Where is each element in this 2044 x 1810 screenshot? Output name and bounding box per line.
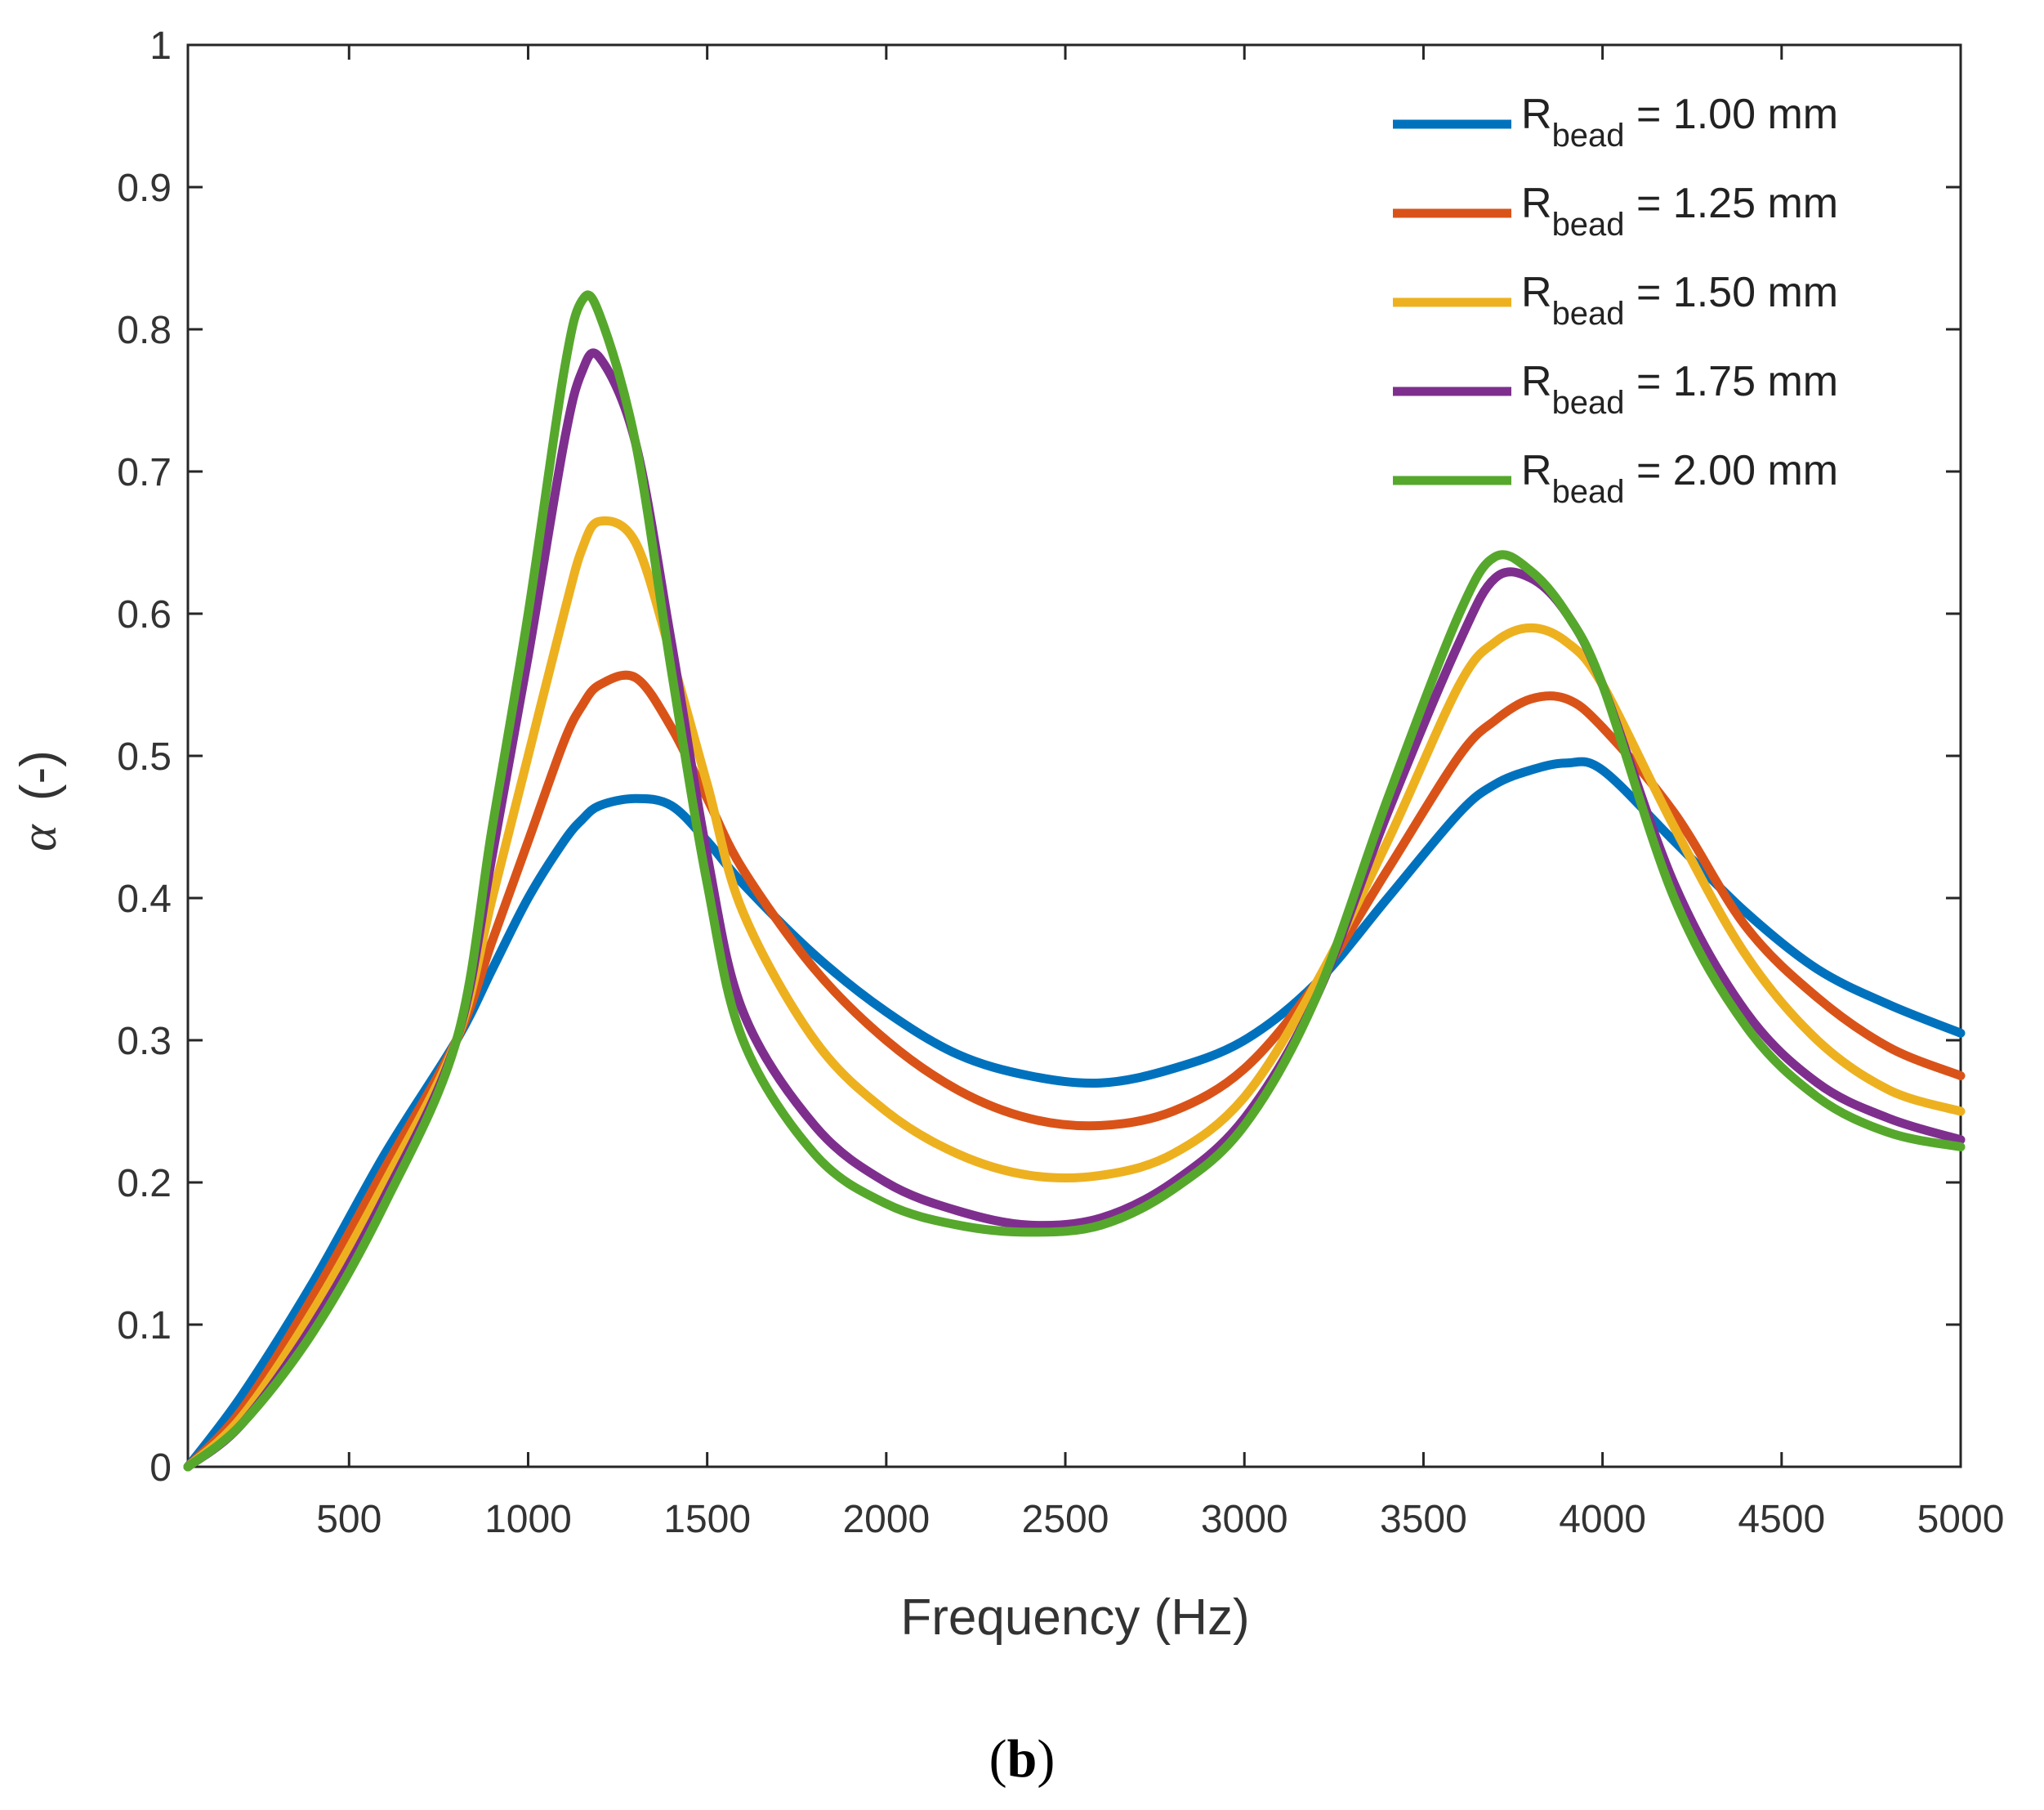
legend-label-3: Rbead = 1.50 mm (1521, 269, 1838, 332)
y-tick-label: 0.4 (117, 878, 172, 921)
y-tick-label: 0 (150, 1446, 172, 1490)
figure-caption: (b) (0, 1728, 2044, 1790)
y-tick-label: 1 (150, 25, 172, 68)
series-line-3 (183, 516, 1966, 1472)
legend-value: = 1.00 mm (1625, 91, 1839, 138)
legend-label-2: Rbead = 1.25 mm (1521, 180, 1838, 243)
y-tick-label: 0.7 (117, 451, 172, 494)
legend-symbol: R (1521, 269, 1552, 316)
legend-value: = 1.25 mm (1625, 180, 1839, 227)
legend-value: = 2.00 mm (1625, 447, 1839, 494)
legend-value: = 1.50 mm (1625, 269, 1839, 316)
legend-subscript: bead (1552, 296, 1625, 332)
x-tick-label: 3500 (1380, 1498, 1467, 1541)
legend-label-1: Rbead = 1.00 mm (1521, 91, 1838, 154)
series-line-5 (183, 290, 1966, 1472)
y-tick-label: 0.2 (117, 1162, 172, 1205)
plot-frame (186, 43, 1962, 1468)
legend-value: = 1.75 mm (1625, 358, 1839, 405)
caption-letter: b (1006, 1729, 1038, 1789)
legend-label-5: Rbead = 2.00 mm (1521, 447, 1838, 510)
y-axis-unit: (-) (11, 750, 67, 801)
y-tick-label: 0.9 (117, 167, 172, 210)
x-tick-label: 2000 (842, 1498, 930, 1541)
series-line-4 (183, 348, 1966, 1472)
legend-symbol: R (1521, 358, 1552, 405)
legend-symbol: R (1521, 91, 1552, 138)
legend-subscript: bead (1552, 118, 1625, 154)
y-axis-title: α (-) (11, 750, 67, 851)
axes-frame (186, 43, 1962, 1468)
x-axis-title: Frequency (Hz) (900, 1589, 1249, 1646)
x-tick-label: 1000 (484, 1498, 572, 1541)
y-tick-label: 0.1 (117, 1304, 172, 1347)
legend-symbol: R (1521, 180, 1552, 227)
caption-open: ( (989, 1729, 1007, 1789)
x-tick-label: 4500 (1738, 1498, 1825, 1541)
legend-subscript: bead (1552, 385, 1625, 421)
legend-label-4: Rbead = 1.75 mm (1521, 358, 1838, 421)
x-tick-label: 500 (316, 1498, 382, 1541)
y-tick-label: 0.6 (117, 593, 172, 637)
y-tick-label: 0.5 (117, 735, 172, 779)
series-lines (183, 290, 1966, 1472)
y-axis-symbol: α (11, 824, 67, 851)
x-tick-label: 4000 (1559, 1498, 1646, 1541)
series-line-2 (183, 670, 1966, 1472)
legend-subscript: bead (1552, 474, 1625, 510)
legend-symbol: R (1521, 447, 1552, 494)
y-tick-label: 0.8 (117, 309, 172, 352)
x-tick-label: 1500 (663, 1498, 751, 1541)
x-tick-label: 5000 (1917, 1498, 2005, 1541)
y-tick-label: 0.3 (117, 1020, 172, 1063)
legend-subscript: bead (1552, 207, 1625, 243)
tick-labels: 500 1000 1500 2000 2500 3000 3500 4000 4500 5000 0… (117, 25, 2004, 1541)
caption-close: ) (1037, 1729, 1055, 1789)
x-tick-label: 3000 (1201, 1498, 1288, 1541)
x-tick-label: 2500 (1022, 1498, 1109, 1541)
